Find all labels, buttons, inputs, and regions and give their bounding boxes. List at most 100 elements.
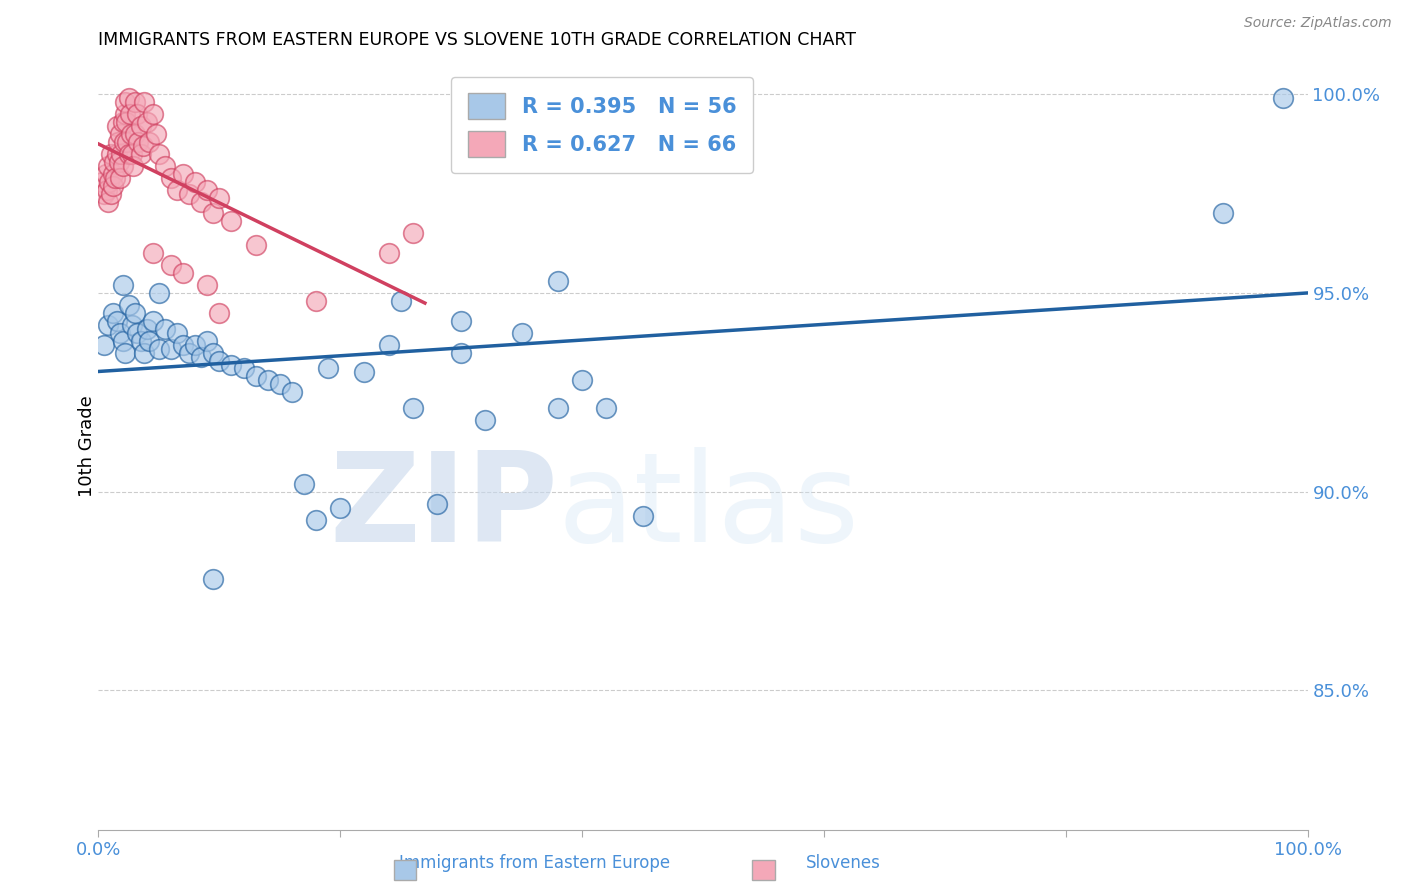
Text: Slovenes: Slovenes <box>806 855 882 872</box>
Point <box>132 139 155 153</box>
Point <box>184 337 207 351</box>
Point <box>1212 206 1234 220</box>
Point <box>153 159 176 173</box>
Point <box>129 119 152 133</box>
Point <box>103 154 125 169</box>
Point <box>105 119 128 133</box>
Point <box>93 337 115 351</box>
Point <box>97 194 120 209</box>
Point <box>135 322 157 336</box>
Point <box>97 159 120 173</box>
Point <box>122 159 145 173</box>
Point <box>112 135 135 149</box>
Point <box>96 183 118 197</box>
Point <box>138 334 160 348</box>
Point <box>281 385 304 400</box>
Point <box>120 127 142 141</box>
Point <box>129 334 152 348</box>
Text: Source: ZipAtlas.com: Source: ZipAtlas.com <box>1244 16 1392 30</box>
Point <box>101 306 124 320</box>
Point <box>172 337 194 351</box>
Point <box>402 401 425 416</box>
Point <box>108 127 131 141</box>
Point <box>121 318 143 332</box>
Point <box>124 306 146 320</box>
Y-axis label: 10th Grade: 10th Grade <box>79 395 96 497</box>
Point <box>111 159 134 173</box>
Point <box>114 95 136 110</box>
Point <box>305 293 328 308</box>
Point <box>595 401 617 416</box>
Point <box>202 345 225 359</box>
Point <box>172 167 194 181</box>
Point <box>105 146 128 161</box>
Point <box>129 146 152 161</box>
Point <box>245 369 267 384</box>
Point <box>195 278 218 293</box>
Point <box>329 500 352 515</box>
Point <box>121 146 143 161</box>
Point <box>110 146 132 161</box>
Point <box>118 298 141 312</box>
Point <box>142 107 165 121</box>
Point <box>115 115 138 129</box>
Point <box>94 167 117 181</box>
Point <box>1272 91 1295 105</box>
Point <box>232 361 254 376</box>
Point <box>631 508 654 523</box>
Point <box>190 350 212 364</box>
Point <box>124 127 146 141</box>
Text: ZIP: ZIP <box>329 447 558 568</box>
Point <box>208 306 231 320</box>
Point <box>108 154 131 169</box>
Point <box>124 95 146 110</box>
Point <box>148 342 170 356</box>
Point <box>166 326 188 340</box>
Point <box>202 572 225 586</box>
Point <box>100 186 122 201</box>
Point <box>389 293 412 308</box>
Point <box>195 183 218 197</box>
Point <box>153 322 176 336</box>
Point <box>97 318 120 332</box>
Point <box>135 115 157 129</box>
Point <box>195 334 218 348</box>
Point <box>450 345 472 359</box>
Point <box>142 314 165 328</box>
Point <box>221 214 243 228</box>
Point <box>208 191 231 205</box>
Point <box>245 238 267 252</box>
Point <box>202 206 225 220</box>
Point <box>101 167 124 181</box>
Point <box>208 353 231 368</box>
Point <box>426 497 449 511</box>
Point <box>377 337 399 351</box>
Point <box>179 345 201 359</box>
Point <box>145 127 167 141</box>
Point <box>101 178 124 193</box>
Point <box>138 135 160 149</box>
Point <box>184 175 207 189</box>
Point <box>142 246 165 260</box>
Point <box>256 373 278 387</box>
Point <box>134 95 156 110</box>
Point <box>118 107 141 121</box>
Point <box>166 183 188 197</box>
Point <box>127 135 149 149</box>
Point <box>179 186 201 201</box>
Point <box>117 135 139 149</box>
Point <box>105 314 128 328</box>
Point <box>127 326 149 340</box>
Point <box>98 175 121 189</box>
Point <box>148 146 170 161</box>
Point <box>547 401 569 416</box>
Point <box>316 361 339 376</box>
Point <box>134 345 156 359</box>
Point <box>148 285 170 300</box>
Point <box>111 115 134 129</box>
Point <box>108 326 131 340</box>
Legend: R = 0.395   N = 56, R = 0.627   N = 66: R = 0.395 N = 56, R = 0.627 N = 66 <box>451 77 754 173</box>
Point <box>111 278 134 293</box>
Point <box>221 358 243 372</box>
Point <box>292 476 315 491</box>
